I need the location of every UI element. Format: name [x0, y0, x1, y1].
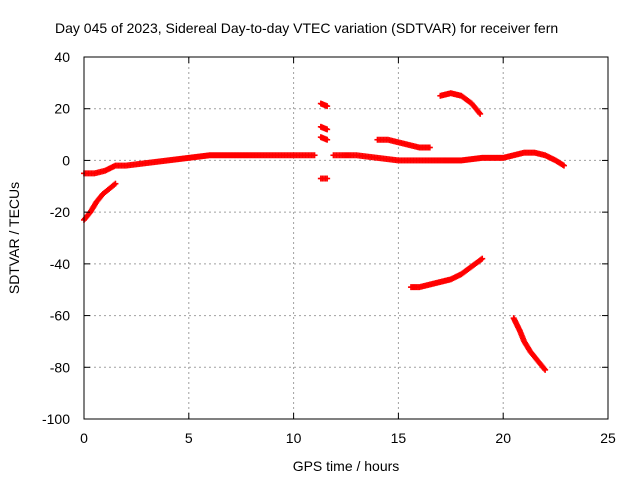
data-point [479, 255, 486, 262]
data-point [478, 256, 485, 263]
data-point [311, 152, 318, 159]
data-point [542, 366, 549, 373]
x-tick-label: 5 [185, 430, 193, 446]
x-axis-label: GPS time / hours [293, 458, 400, 474]
data-point [477, 110, 484, 117]
y-tick-label: -80 [50, 359, 70, 375]
data-point [560, 162, 567, 169]
x-tick-label: 15 [391, 430, 407, 446]
y-tick-label: 0 [62, 152, 70, 168]
data-point [476, 109, 483, 116]
y-tick-label: 40 [54, 49, 70, 65]
ticks-layer: 0 5 10 15 20 25 -100 -80 -60 -40 -20 0 20 40 [42, 49, 616, 446]
data-point [541, 365, 548, 372]
data-points-layer [81, 90, 567, 373]
data-point [324, 103, 331, 110]
y-tick-label: -20 [50, 204, 70, 220]
y-tick-label: -60 [50, 308, 70, 324]
data-point [324, 136, 331, 143]
y-tick-label: -100 [42, 411, 70, 427]
x-tick-label: 20 [495, 430, 511, 446]
data-point [324, 126, 331, 133]
y-tick-label: -40 [50, 256, 70, 272]
x-tick-label: 25 [600, 430, 616, 446]
data-point [324, 175, 331, 182]
data-point [112, 180, 119, 187]
chart-title: Day 045 of 2023, Sidereal Day-to-day VTE… [55, 20, 558, 36]
y-tick-label: 20 [54, 101, 70, 117]
data-point [426, 144, 433, 151]
grid-layer [84, 57, 608, 419]
x-tick-label: 0 [80, 430, 88, 446]
x-tick-label: 10 [286, 430, 302, 446]
y-axis-label: SDTVAR / TECUs [6, 182, 22, 294]
plot-frame [83, 56, 609, 420]
